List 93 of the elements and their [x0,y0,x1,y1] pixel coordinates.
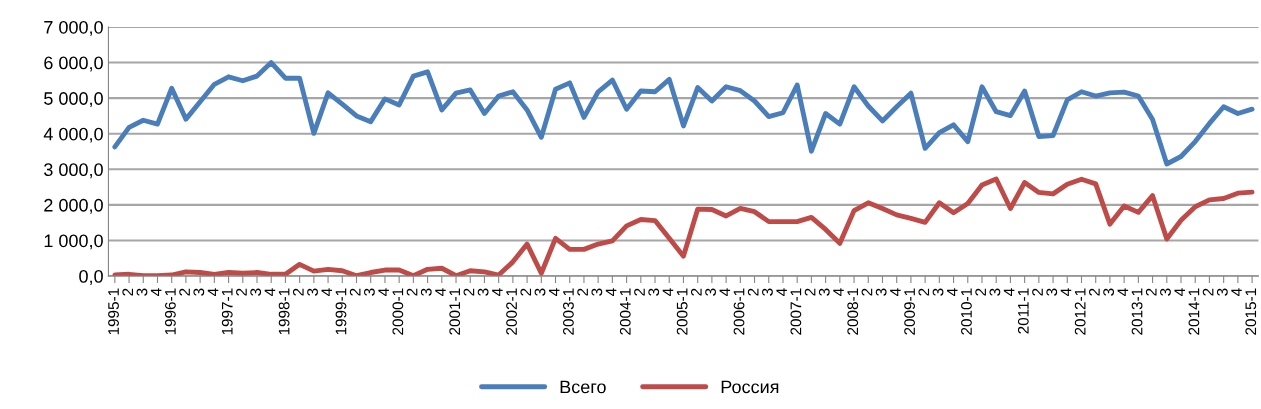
y-tick-label: 2 000,0 [44,198,103,214]
x-tick-label: 3 [1046,288,1058,296]
y-tick-label: 4 000,0 [43,127,103,143]
x-tick-label: 2011-1 [1017,288,1029,334]
x-tick-label: 4 [150,288,162,297]
y-tick-label: 0,0 [79,270,103,285]
x-tick-label: 4 [435,288,446,297]
x-tick-label: 2 [804,288,816,296]
x-tick-label: 4 [662,288,674,297]
x-tick-label: 2000-1 [392,288,404,335]
x-tick-label: 1996-1 [164,288,176,335]
x-tick-label: 2 [918,288,930,296]
x-tick-label: 2009-1 [904,288,916,335]
x-tick-label: 2 [349,288,361,296]
x-tick-label: 2003-1 [563,288,574,335]
y-tick-label: 6 000,0 [44,56,103,72]
x-tick-label: 2005-1 [676,288,688,335]
x-tick-label: 3 [193,288,205,296]
x-tick-label: 4 [719,288,731,297]
x-tick-label: 2 [179,288,190,296]
x-tick-label: 2001-1 [449,288,461,335]
line-series [112,60,1255,167]
x-tick-label: 2012-1 [1074,288,1086,335]
x-tick-label: 2002-1 [506,288,517,335]
x-tick-label: 4 [947,288,958,297]
x-tick-label: 3 [818,288,830,296]
x-tick-label: 4 [1174,288,1185,297]
x-tick-label: 2 [406,288,418,296]
x-tick-label: 4 [1117,288,1129,297]
x-tick-label: 1997-1 [221,288,233,335]
x-tick-label: 3 [250,288,262,296]
y-tick-label: 1 000,0 [44,234,103,250]
x-tick-label: 4 [833,288,844,297]
x-tick-label: 2 [861,288,873,296]
x-tick-label: 2008-1 [847,288,859,335]
x-tick-label: 2007-1 [790,288,802,335]
x-tick-label: 3 [364,288,375,296]
line-series [112,176,1255,277]
x-tick-label: 4 [890,288,901,297]
x-tick-label: 2004-1 [619,288,631,335]
x-tick-label: 4 [264,288,276,297]
x-tick-label: 3 [1216,288,1228,296]
x-tick-label: 4 [492,288,503,297]
x-tick-label: 3 [648,288,660,296]
x-tick-label: 2 [1202,288,1214,296]
x-tick-label: 2 [520,288,532,296]
x-tick-label: 3 [534,288,546,296]
x-tick-label: 4 [776,288,787,297]
x-tick-label: 3 [477,288,489,296]
x-tick-label: 2 [690,288,702,296]
x-tick-label: 3 [1160,288,1171,296]
x-tick-label: 2 [1145,288,1157,296]
x-tick-label: 2 [1032,288,1043,296]
y-tick-label: 5 000,0 [44,92,103,108]
x-tick-label: 3 [762,288,773,296]
x-tick-label: 4 [207,288,219,297]
x-tick-label: 2015-1 [1245,288,1257,335]
x-tick-label: 2 [122,288,134,296]
x-tick-label: 4 [548,288,560,297]
x-tick-label: 1995-1 [108,288,119,335]
legend-label: Россия [721,380,779,394]
x-tick-label: 3 [591,288,603,296]
x-tick-label: 3 [875,288,887,296]
y-tick-label: 7 000,0 [44,20,103,36]
x-tick-label: 2 [747,288,759,296]
legend-label: Всего [560,380,606,394]
x-tick-label: 4 [321,288,333,297]
x-tick-label: 2 [975,288,986,296]
x-tick-label: 2013-1 [1131,288,1143,335]
x-tick-label: 3 [420,288,432,296]
x-tick-label: 3 [307,288,318,296]
x-tick-label: 1998-1 [278,288,290,335]
x-tick-label: 1999-1 [335,288,347,335]
x-tick-label: 4 [1231,288,1242,297]
x-tick-label: 2 [634,288,645,296]
x-tick-label: 2 [236,288,247,296]
x-tick-label: 4 [1060,288,1072,297]
x-tick-label: 3 [932,288,944,296]
x-tick-label: 2010-1 [961,288,972,335]
x-tick-label: 2 [463,288,475,296]
x-tick-label: 3 [989,288,1001,296]
x-tick-label: 2 [292,288,304,296]
x-tick-label: 2 [1088,288,1100,296]
y-tick-label: 3 000,0 [44,163,103,179]
x-tick-label: 3 [705,288,716,296]
x-tick-label: 2014-1 [1188,288,1200,335]
x-tick-label: 3 [1103,288,1115,296]
x-tick-label: 4 [1003,288,1015,297]
x-tick-label: 2 [577,288,588,296]
x-tick-label: 2006-1 [733,288,745,335]
x-tick-label: 4 [605,288,617,297]
x-tick-label: 4 [378,288,389,297]
x-tick-label: 3 [136,288,148,296]
